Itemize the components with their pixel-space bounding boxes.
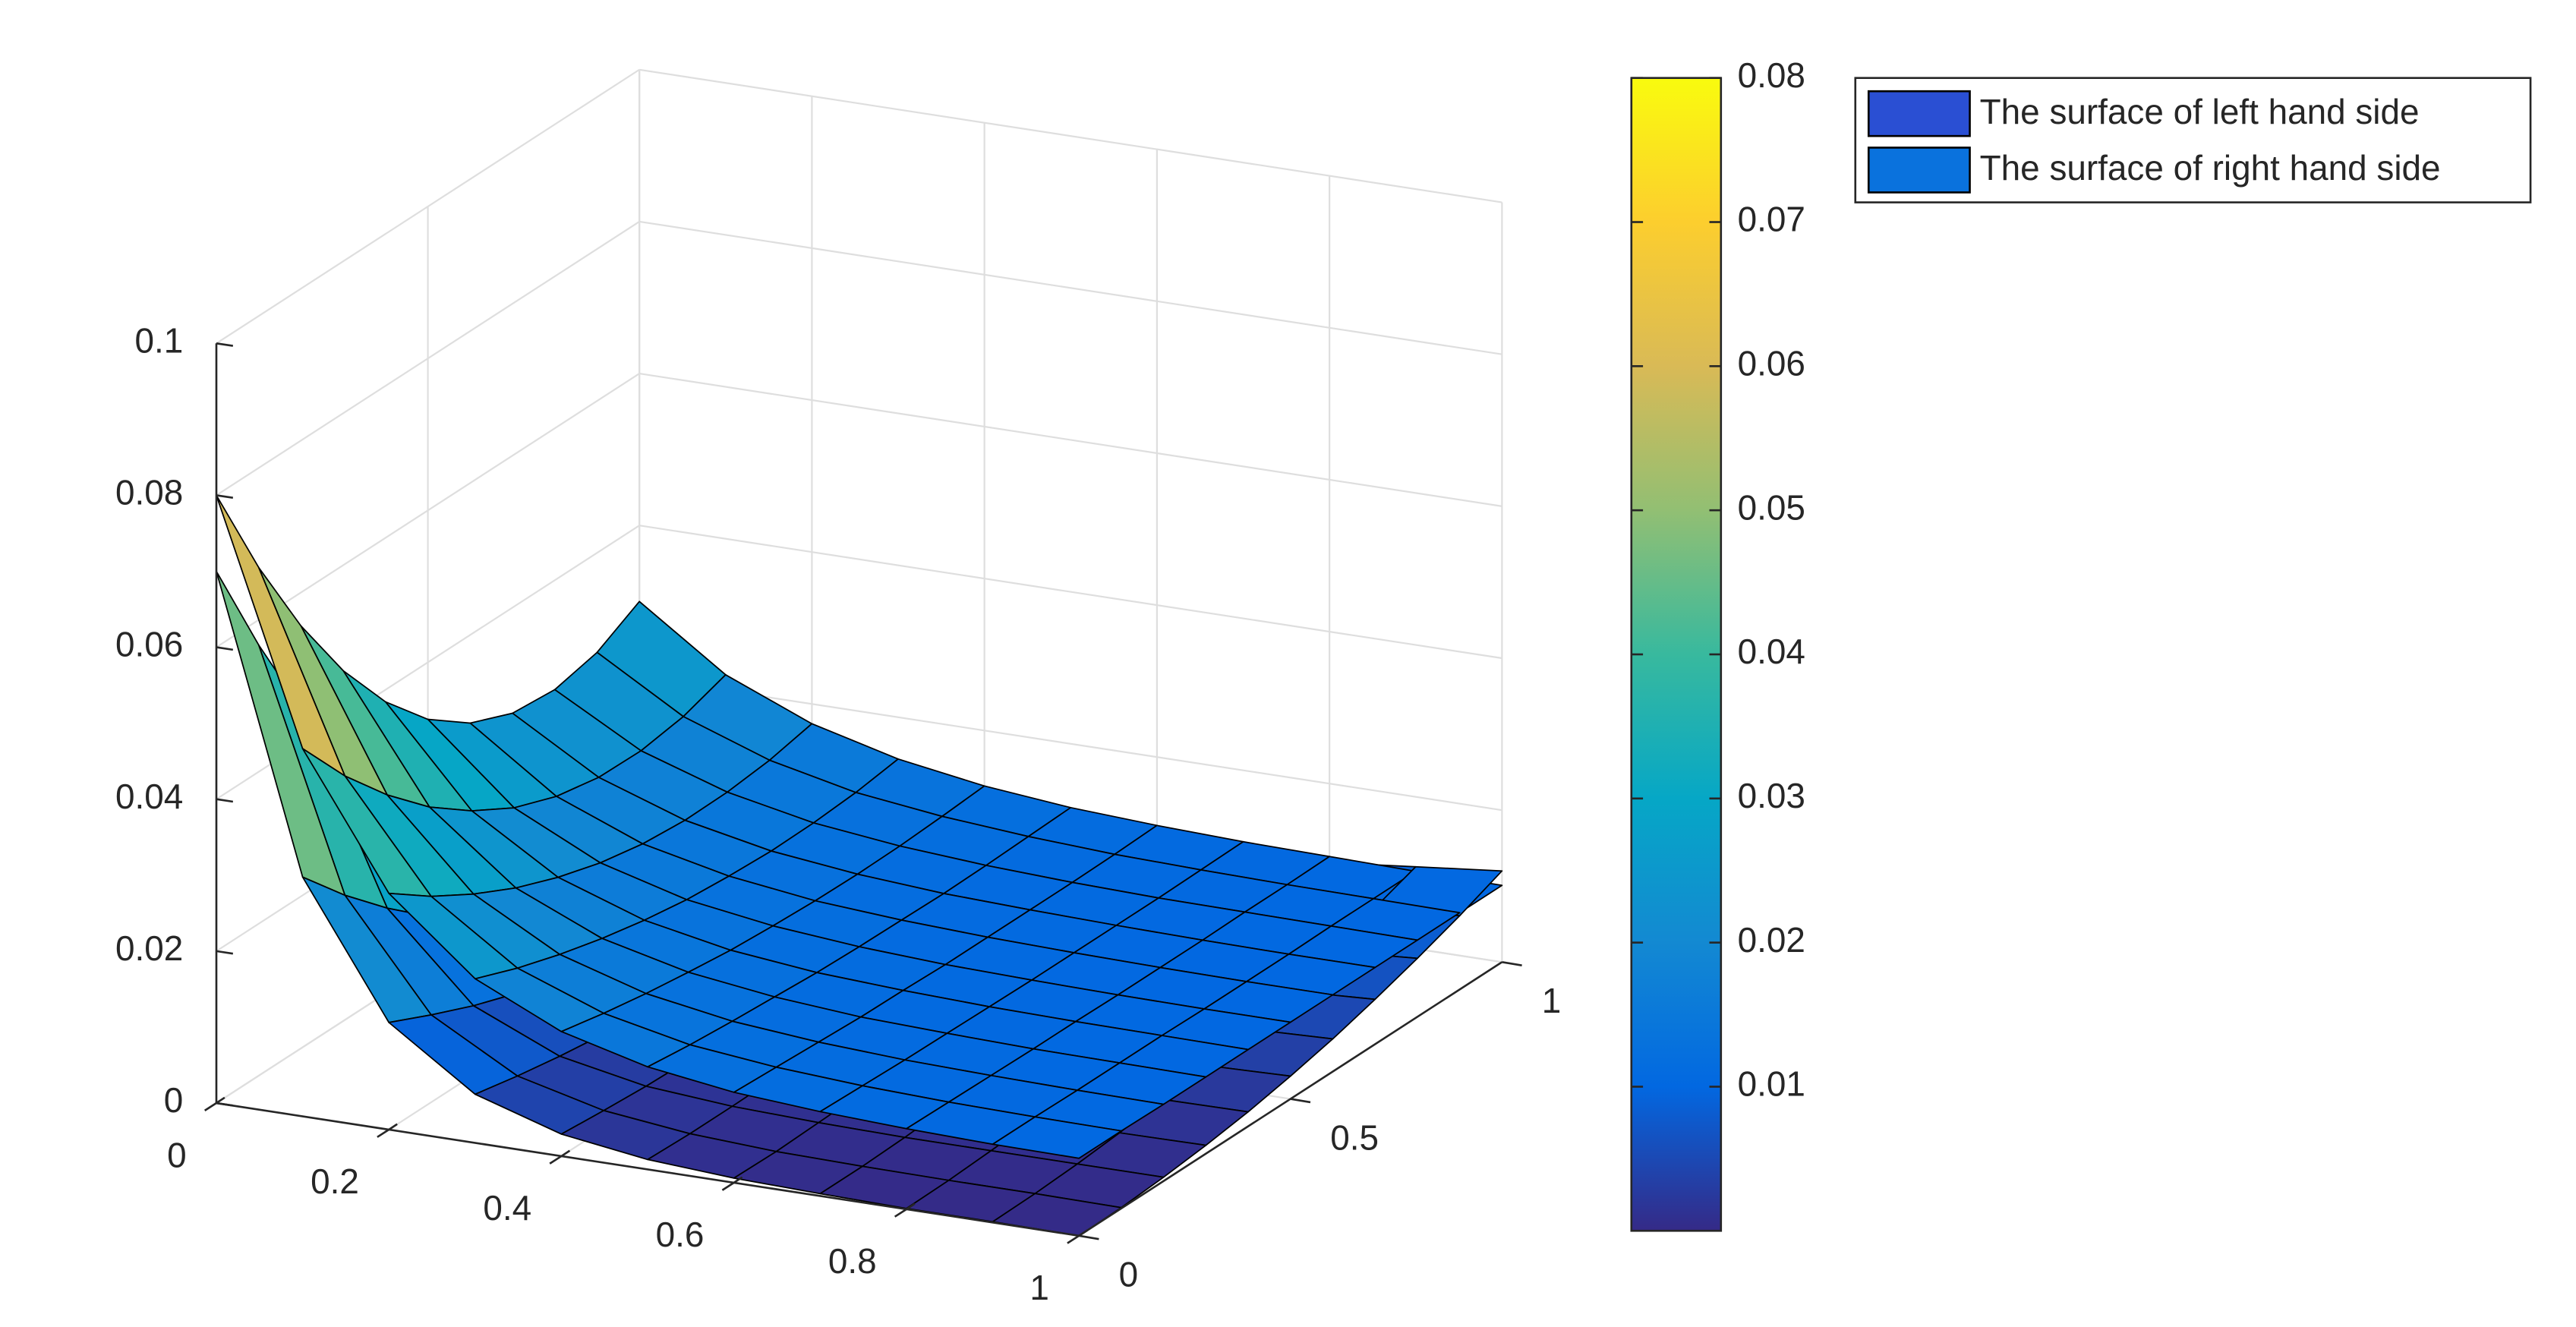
y-tick-label: 1: [1542, 981, 1562, 1020]
x-tick: [203, 1102, 217, 1111]
legend-label: The surface of right hand side: [1980, 148, 2441, 188]
y-tick: [1502, 961, 1522, 966]
legend-swatch: [1867, 147, 1971, 194]
grid-line: [216, 373, 640, 648]
grid-line: [638, 372, 1502, 507]
legend-label: The surface of left hand side: [1980, 92, 2420, 131]
colorbar-tick-label: 0.06: [1738, 343, 1805, 383]
axis-layer: 0 0.02 0.04 0.06 0.08 0.1 0 0.2 0.4 0.6 0.8 1 0 0.5 1: [115, 320, 1561, 1307]
grid-line: [216, 220, 640, 496]
y-tick: [1290, 1098, 1311, 1104]
x-tick: [1078, 1229, 1088, 1237]
x-tick-label: 0: [167, 1135, 187, 1174]
z-tick: [216, 342, 234, 347]
x-tick-label: 0.6: [656, 1215, 705, 1254]
colorbar-tick-label: 0.02: [1738, 920, 1805, 960]
x-tick: [388, 1123, 398, 1131]
x-tick: [216, 1096, 225, 1105]
colorbar-tick-label: 0.07: [1738, 200, 1805, 239]
grid-line: [638, 220, 1502, 355]
x-tick: [733, 1176, 743, 1184]
z-tick-label: 0.04: [115, 777, 183, 816]
colorbar-tick-label: 0.05: [1738, 487, 1805, 527]
x-axis: [216, 1102, 1080, 1237]
colorbar-tick-label: 0.04: [1738, 632, 1805, 671]
surface-cell: [992, 1116, 1122, 1159]
x-tick: [1067, 1234, 1080, 1244]
x-tick: [549, 1155, 563, 1165]
x-tick-label: 1: [1029, 1268, 1049, 1307]
z-tick: [216, 494, 234, 500]
z-tick-label: 0.08: [115, 473, 183, 512]
grid-line: [638, 676, 1502, 812]
y-tick-label: 0: [1119, 1255, 1139, 1294]
z-tick-label: 0: [164, 1080, 184, 1120]
x-tick-label: 0.4: [483, 1188, 531, 1228]
legend: The surface of left hand side The surface…: [1854, 77, 2532, 203]
z-tick-label: 0.06: [115, 625, 183, 664]
grid-line: [216, 68, 640, 345]
x-tick: [721, 1181, 735, 1191]
x-tick: [894, 1208, 907, 1218]
colorbar: 0.01 0.02 0.03 0.04 0.05 0.06 0.07 0.08: [1630, 55, 1805, 1232]
colorbar-tick-label: 0.08: [1738, 55, 1805, 95]
z-tick-label: 0.1: [135, 320, 184, 360]
x-tick: [906, 1202, 916, 1210]
surface-layer: [216, 494, 1503, 1237]
colorbar-tick-label: 0.03: [1738, 776, 1805, 815]
z-tick: [216, 950, 234, 955]
z-tick-label: 0.02: [115, 928, 183, 968]
colorbar-tick-label: 0.01: [1738, 1064, 1805, 1104]
z-tick: [216, 646, 234, 651]
grid-line: [638, 525, 1502, 660]
x-tick-label: 0.2: [311, 1162, 359, 1201]
x-tick: [560, 1149, 571, 1158]
y-tick: [1078, 1234, 1099, 1240]
z-tick: [216, 798, 234, 803]
x-tick: [377, 1128, 389, 1138]
legend-swatch: [1867, 90, 1971, 137]
z-tick: [216, 1102, 234, 1107]
x-tick-label: 0.8: [828, 1241, 877, 1281]
grid-line: [638, 68, 1502, 203]
y-tick-label: 0.5: [1330, 1117, 1379, 1157]
colorbar-fill: [1630, 77, 1723, 1232]
